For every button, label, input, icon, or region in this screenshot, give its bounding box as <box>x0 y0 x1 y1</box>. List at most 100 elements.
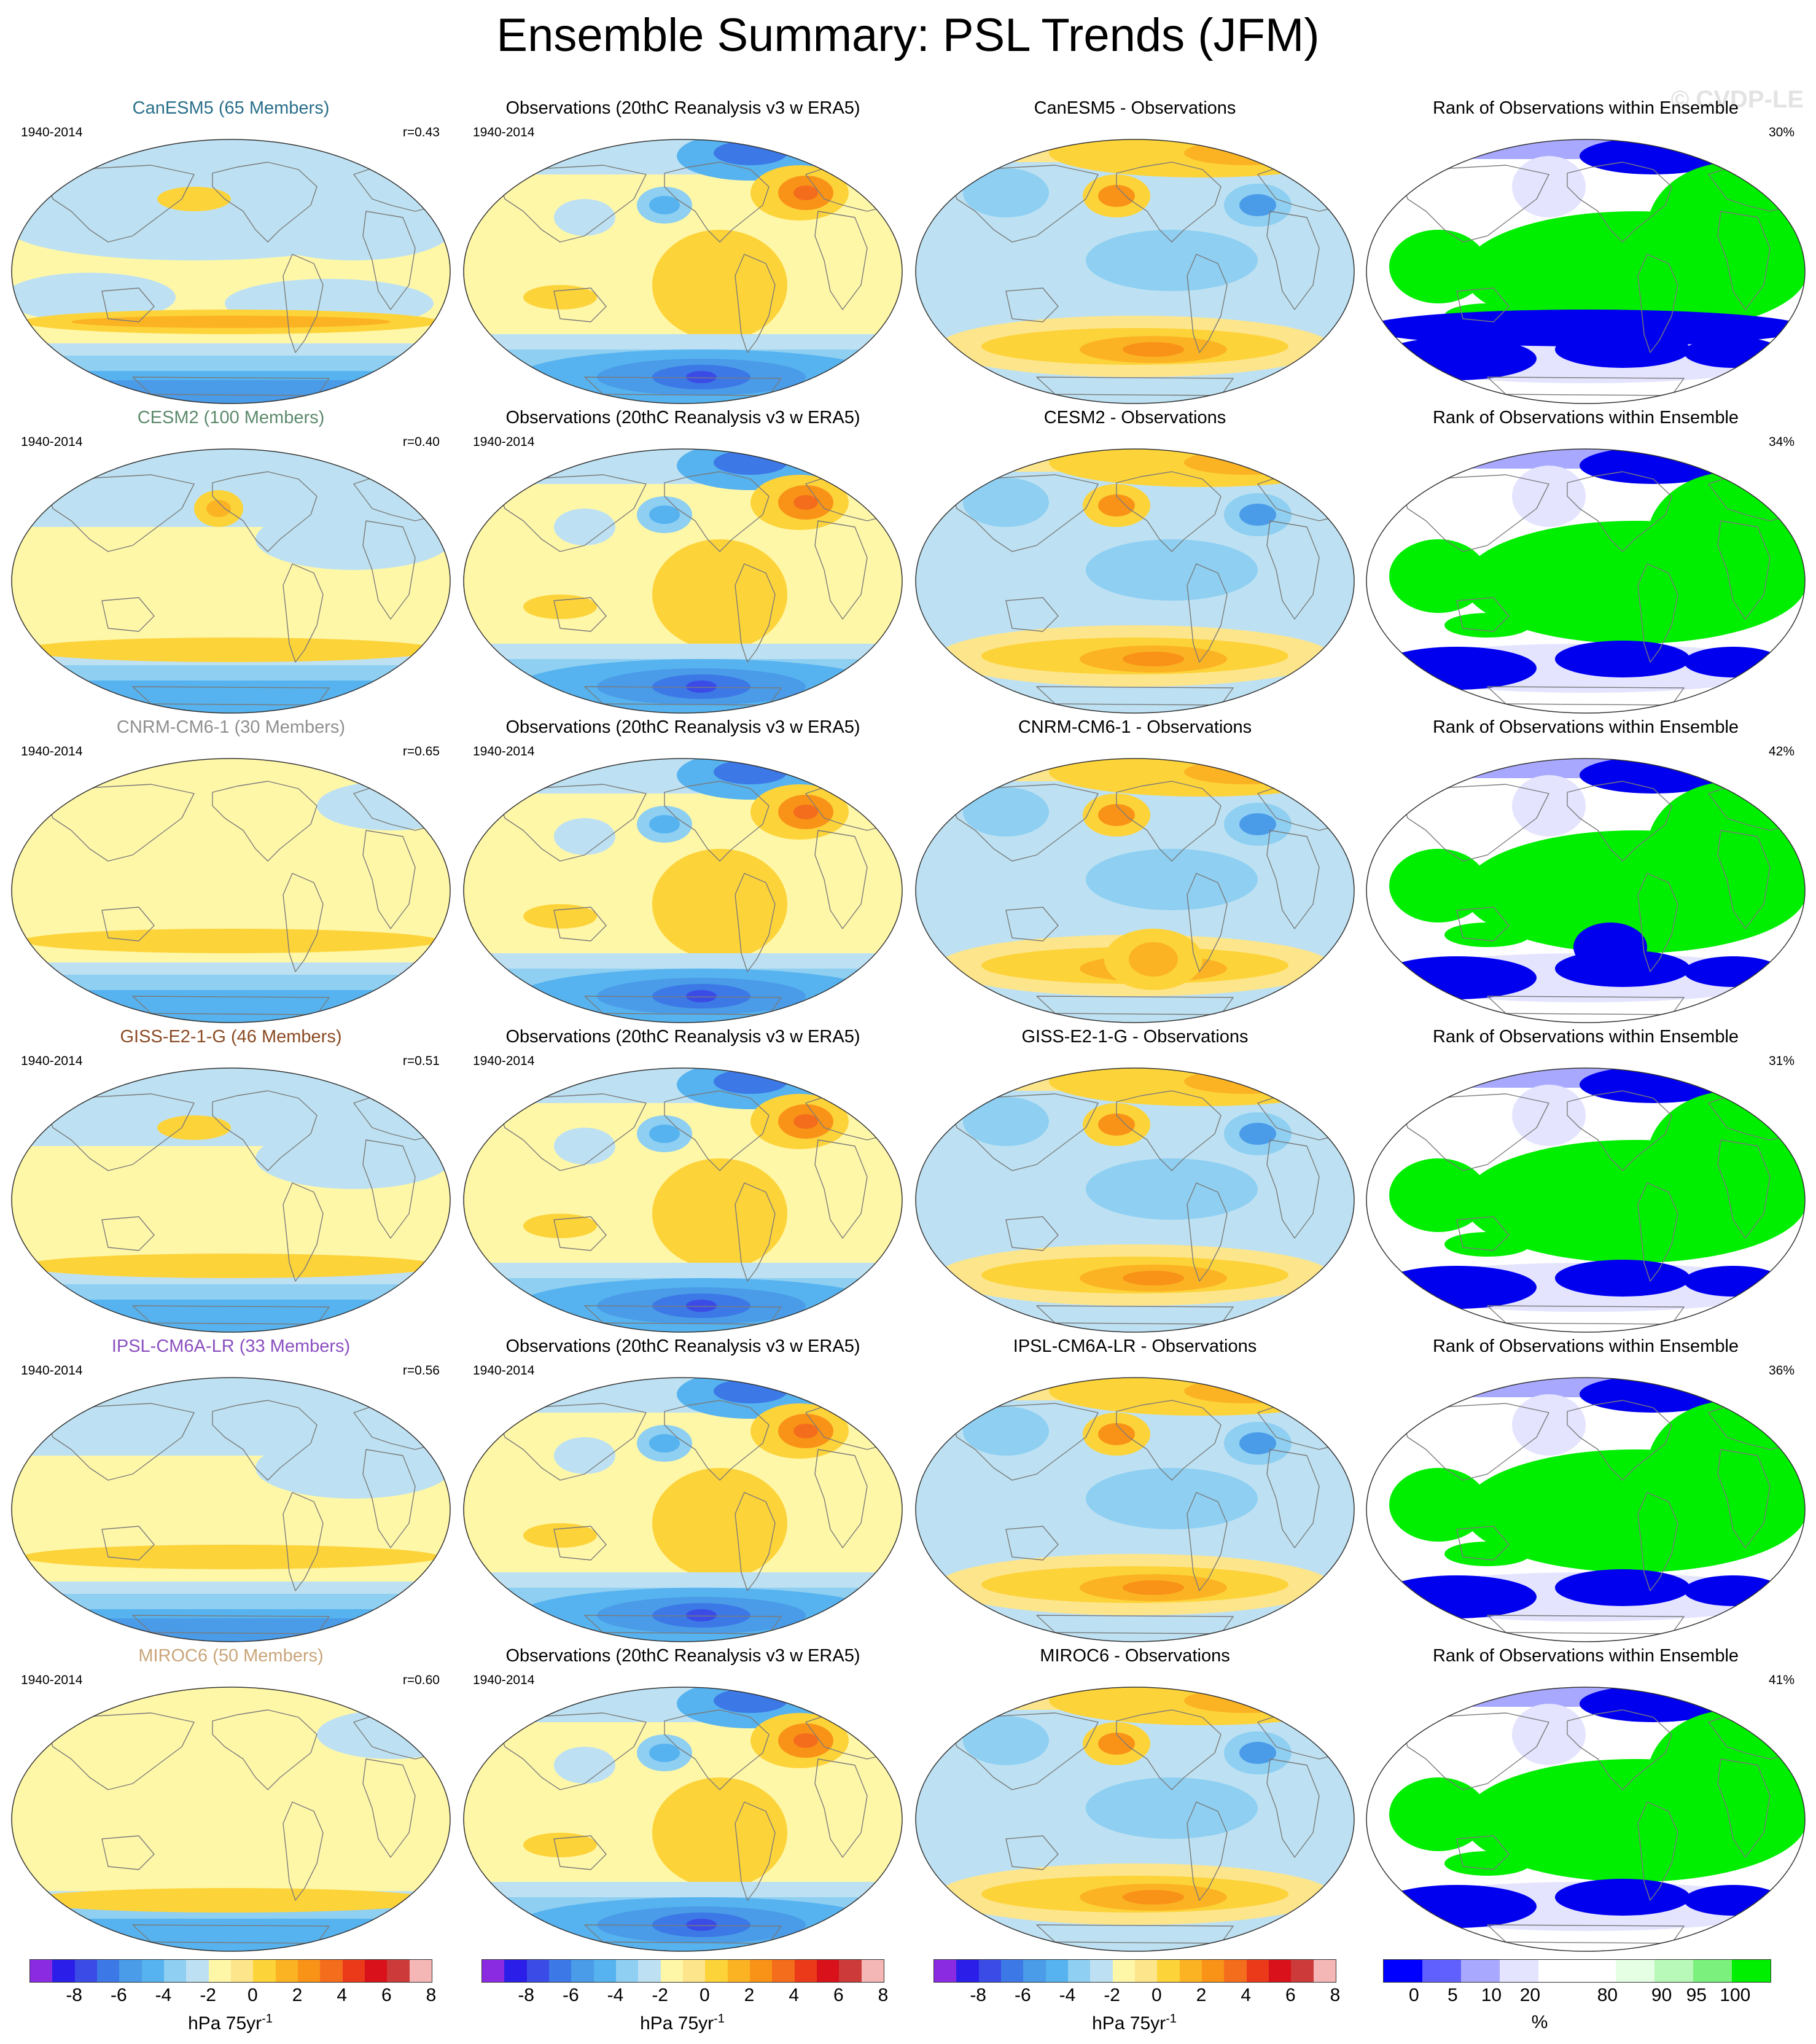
colorbar-swatch <box>861 1960 884 1982</box>
colorbar-swatch <box>682 1960 706 1982</box>
map-obs <box>463 1687 903 1952</box>
colorbar-tick-label: 2 <box>744 1985 755 2005</box>
map-obs <box>463 758 903 1023</box>
colorbar-swatch <box>548 1960 572 1982</box>
colorbar-swatch <box>342 1960 365 1982</box>
colorbar-swatch <box>1732 1960 1771 1982</box>
panel-title: CNRM-CM6-1 (30 Members) <box>116 717 346 737</box>
colorbar-swatch <box>660 1960 683 1982</box>
colorbar-swatch <box>504 1960 527 1982</box>
colorbar-tick-label: 2 <box>1196 1985 1207 2005</box>
colorbar-tick-label: -6 <box>110 1985 127 2005</box>
rank-percent: 30% <box>1768 125 1795 139</box>
colorbar-tick-label: 5 <box>1448 1985 1458 2005</box>
colorbar-tick-label: 0 <box>1151 1985 1162 2005</box>
colorbar-swatch <box>364 1960 388 1982</box>
map-model <box>11 139 451 404</box>
colorbar-swatch <box>638 1960 661 1982</box>
map-panel-obs: Observations (20thC Reanalysis v3 w ERA5… <box>462 98 904 405</box>
colorbar-tick-label: -2 <box>1104 1985 1120 2005</box>
panel-title: Rank of Observations within Ensemble <box>1432 98 1739 118</box>
panel-title: MIROC6 (50 Members) <box>138 1646 324 1666</box>
panel-period: 1940-2014 <box>21 1054 83 1068</box>
panel-title: MIROC6 - Observations <box>1040 1646 1230 1666</box>
colorbar-tick-label: -2 <box>652 1985 668 2005</box>
colorbar-swatch <box>526 1960 549 1982</box>
panel-period: 1940-2014 <box>21 744 83 759</box>
colorbar-swatch <box>482 1960 505 1982</box>
map-rank <box>1366 1377 1806 1642</box>
map-model <box>11 448 451 714</box>
map-panel-obs: Observations (20thC Reanalysis v3 w ERA5… <box>462 408 904 715</box>
map-panel-model: MIROC6 (50 Members) 1940-2014 r=0.60 <box>10 1646 452 1953</box>
colorbar-swatch <box>1384 1960 1422 1982</box>
colorbar-swatch <box>1023 1960 1046 1982</box>
map-panel-diff: GISS-E2-1-G - Observations <box>914 1027 1356 1334</box>
pattern-correlation: r=0.56 <box>402 1363 440 1378</box>
panel-title: Observations (20thC Reanalysis v3 w ERA5… <box>505 408 860 427</box>
panel-title: Observations (20thC Reanalysis v3 w ERA5… <box>505 1646 860 1666</box>
colorbar-swatch <box>571 1960 594 1982</box>
map-diff <box>915 1687 1355 1952</box>
colorbar-swatch <box>1067 1960 1091 1982</box>
colorbar-swatch <box>1045 1960 1068 1982</box>
map-panel-model: CESM2 (100 Members) 1940-2014 r=0.40 <box>10 408 452 715</box>
colorbar-tick-label: -4 <box>607 1985 624 2005</box>
page-title: Ensemble Summary: PSL Trends (JFM) <box>496 9 1320 61</box>
map-panel-obs: Observations (20thC Reanalysis v3 w ERA5… <box>462 717 904 1024</box>
map-panel-obs: Observations (20thC Reanalysis v3 w ERA5… <box>462 1646 904 1953</box>
map-panel-diff: CNRM-CM6-1 - Observations <box>914 717 1356 1024</box>
panel-period: 1940-2014 <box>473 1673 535 1687</box>
colorbar-swatch <box>1157 1960 1180 1982</box>
colorbar-swatch <box>1090 1960 1113 1982</box>
panel-title: Observations (20thC Reanalysis v3 w ERA5… <box>505 1336 860 1356</box>
colorbar-units-label: hPa 75yr-1 <box>1092 2012 1177 2034</box>
colorbar-swatch <box>208 1960 231 1982</box>
pattern-correlation: r=0.65 <box>402 744 440 759</box>
panel-period: 1940-2014 <box>473 1054 535 1068</box>
colorbar-swatch <box>119 1960 142 1982</box>
colorbar-tick-label: 90 <box>1651 1985 1672 2005</box>
colorbar-tick-label: 100 <box>1720 1985 1751 2005</box>
map-diff <box>915 1377 1355 1642</box>
panel-title: Rank of Observations within Ensemble <box>1432 1027 1739 1047</box>
colorbar-tick-label: 4 <box>337 1985 347 2005</box>
panel-period: 1940-2014 <box>473 435 535 449</box>
colorbar-swatch <box>1538 1960 1577 1982</box>
map-panel-diff: CanESM5 - Observations <box>914 98 1356 405</box>
map-obs <box>463 448 903 714</box>
colorbar-tick-label: 4 <box>1241 1985 1251 2005</box>
colorbar-units-label: hPa 75yr-1 <box>188 2012 273 2034</box>
rank-percent: 41% <box>1768 1673 1795 1687</box>
colorbar-tick-label: 80 <box>1597 1985 1618 2005</box>
panel-period: 1940-2014 <box>473 744 535 759</box>
map-panel-diff: MIROC6 - Observations <box>914 1646 1356 1953</box>
panel-period: 1940-2014 <box>473 1363 535 1378</box>
map-panel-rank: Rank of Observations within Ensemble 31% <box>1365 1027 1807 1334</box>
colorbar-swatch <box>934 1960 957 1982</box>
colorbar-tick-label: -8 <box>970 1985 986 2005</box>
panel-title: CanESM5 - Observations <box>1034 98 1236 118</box>
panel-title: Rank of Observations within Ensemble <box>1432 1646 1739 1666</box>
map-diff <box>915 1067 1355 1333</box>
colorbar-swatch <box>1500 1960 1538 1982</box>
colorbar-swatch <box>387 1960 410 1982</box>
map-rank <box>1366 1067 1806 1333</box>
colorbar-tick-label: -6 <box>562 1985 579 2005</box>
pattern-correlation: r=0.40 <box>402 435 440 449</box>
colorbar-swatch <box>1179 1960 1202 1982</box>
colorbar-swatch <box>275 1960 298 1982</box>
panel-row: IPSL-CM6A-LR (33 Members) 1940-2014 r=0.56… <box>0 1336 1816 1644</box>
colorbar-tick-label: 6 <box>1285 1985 1296 2005</box>
panel-title: Observations (20thC Reanalysis v3 w ERA5… <box>505 98 860 118</box>
panel-row: CanESM5 (65 Members) 1940-2014 r=0.43 Obser… <box>0 98 1816 405</box>
rank-percent: 34% <box>1768 435 1795 449</box>
rank-percent: 31% <box>1768 1054 1795 1068</box>
map-model <box>11 1067 451 1333</box>
colorbar-swatch <box>1246 1960 1269 1982</box>
panel-title: IPSL-CM6A-LR - Observations <box>1013 1336 1257 1356</box>
colorbar-observations: hPa 75yr-1 -8 -6 -4 -2 0 2 4 6 8 <box>481 1959 888 2039</box>
panel-title: CanESM5 (65 Members) <box>132 98 330 118</box>
colorbar-swatch <box>1577 1960 1616 1982</box>
colorbar-swatch <box>1313 1960 1336 1982</box>
